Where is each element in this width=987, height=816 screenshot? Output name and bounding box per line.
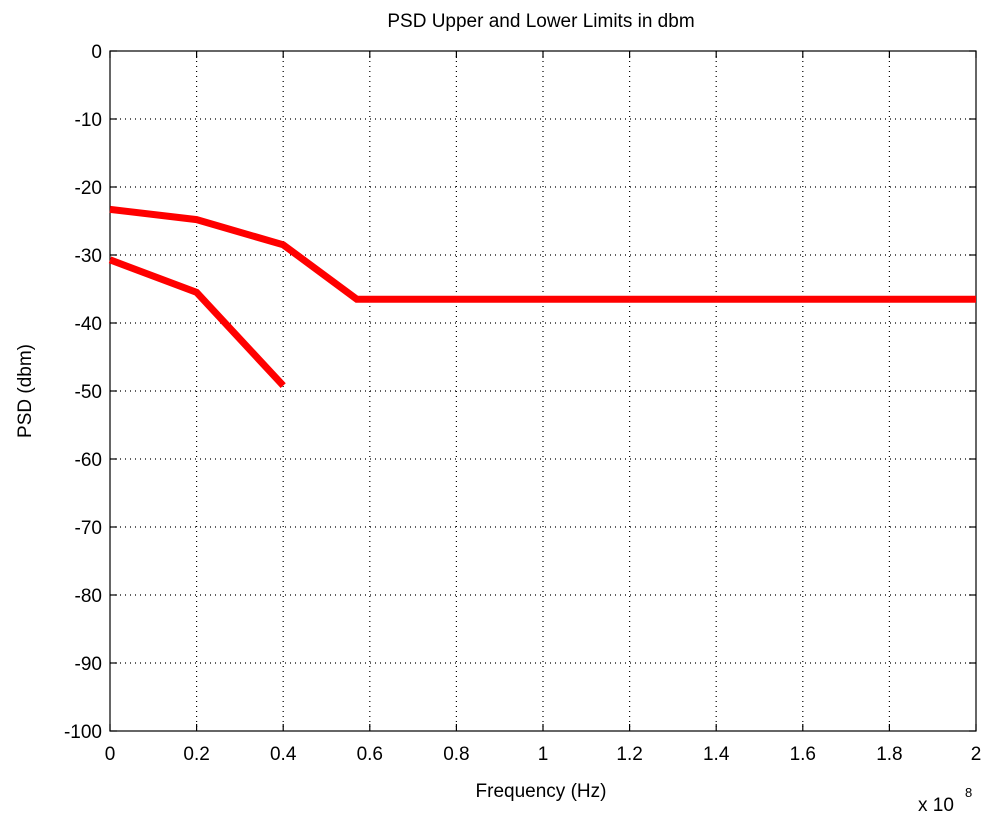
y-tick-label: -60	[75, 450, 102, 471]
series-line-2	[108, 256, 286, 388]
y-tick-label: -10	[75, 110, 102, 131]
grid-lines	[110, 51, 976, 731]
x-tick-label: 0.8	[443, 744, 469, 765]
x-tick-label: 1.6	[790, 744, 816, 765]
y-axis-label: PSD (dbm)	[15, 344, 36, 438]
axis-ticks	[109, 50, 977, 732]
y-tick-label: -20	[75, 178, 102, 199]
x-tick-label: 1.8	[876, 744, 902, 765]
y-tick-label: -80	[75, 586, 102, 607]
series-line-1	[109, 205, 976, 303]
x-exponent-power: 8	[965, 785, 972, 800]
y-tick-label: -100	[64, 722, 102, 743]
y-tick-label: -50	[75, 382, 102, 403]
x-tick-label: 2	[971, 744, 982, 765]
series-lines	[108, 205, 976, 388]
y-tick-labels: 0 -10 -20 -30 -40 -50 -60 -70 -80 -90 -100	[64, 42, 102, 743]
x-tick-label: 1	[538, 744, 549, 765]
y-tick-label: -70	[75, 518, 102, 539]
y-tick-label: -90	[75, 654, 102, 675]
y-tick-label: -40	[75, 314, 102, 335]
x-tick-label: 0	[105, 744, 116, 765]
x-tick-label: 0.2	[183, 744, 209, 765]
x-tick-label: 1.2	[616, 744, 642, 765]
x-tick-label: 0.6	[357, 744, 383, 765]
x-exponent-base: x 10	[918, 795, 954, 816]
chart-title: PSD Upper and Lower Limits in dbm	[387, 11, 694, 32]
y-tick-label: 0	[91, 42, 102, 63]
x-exponent: x 10 8	[918, 785, 972, 816]
x-axis-label: Frequency (Hz)	[476, 781, 607, 802]
x-tick-labels: 0 0.2 0.4 0.6 0.8 1 1.2 1.4 1.6 1.8 2	[105, 744, 982, 765]
y-tick-label: -30	[75, 246, 102, 267]
x-tick-label: 0.4	[270, 744, 297, 765]
x-tick-label: 1.4	[703, 744, 730, 765]
